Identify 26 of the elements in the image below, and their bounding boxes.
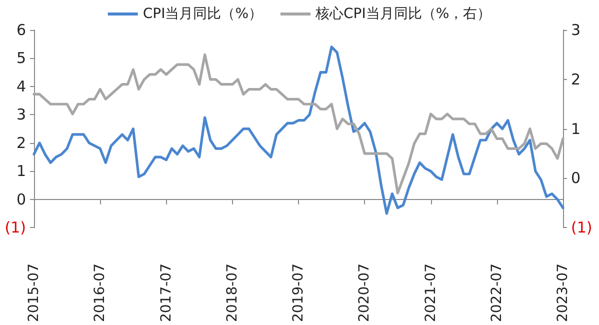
x-tick-label: 2018-07 bbox=[224, 264, 240, 322]
y-tick-label: 2 bbox=[16, 134, 26, 152]
x-tick-label: 2019-07 bbox=[290, 264, 306, 322]
y2-tick-label: 3 bbox=[571, 21, 581, 39]
y-tick-label: 3 bbox=[16, 106, 26, 124]
y-tick-label: 4 bbox=[16, 77, 26, 96]
x-tick-label: 2022-07 bbox=[488, 264, 505, 322]
line-series bbox=[32, 53, 564, 194]
y2-tick-label: 0 bbox=[571, 169, 581, 188]
y2-tick-label: 1 bbox=[571, 120, 581, 138]
y-tick-label: 6 bbox=[16, 21, 26, 39]
y-tick-label: 1 bbox=[16, 162, 26, 180]
y-tick-label: 5 bbox=[16, 49, 26, 68]
x-tick-label: 2023-07 bbox=[555, 264, 571, 322]
y-tick-label: 0 bbox=[16, 190, 26, 208]
y2-tick-label: (1) bbox=[571, 218, 592, 237]
y-tick-label: (1) bbox=[4, 218, 26, 237]
x-tick-label: 2015-07 bbox=[26, 264, 42, 322]
line-series bbox=[32, 46, 564, 215]
legend-label: CPI当月同比（%） bbox=[142, 6, 263, 22]
x-tick-label: 2017-07 bbox=[158, 264, 174, 322]
x-tick-label: 2021-07 bbox=[422, 264, 439, 322]
legend-label: 核心CPI当月同比（%，右） bbox=[314, 6, 492, 22]
x-tick-label: 2020-07 bbox=[356, 264, 373, 322]
y2-tick-label: 2 bbox=[571, 70, 581, 88]
x-tick-label: 2016-07 bbox=[92, 264, 108, 322]
